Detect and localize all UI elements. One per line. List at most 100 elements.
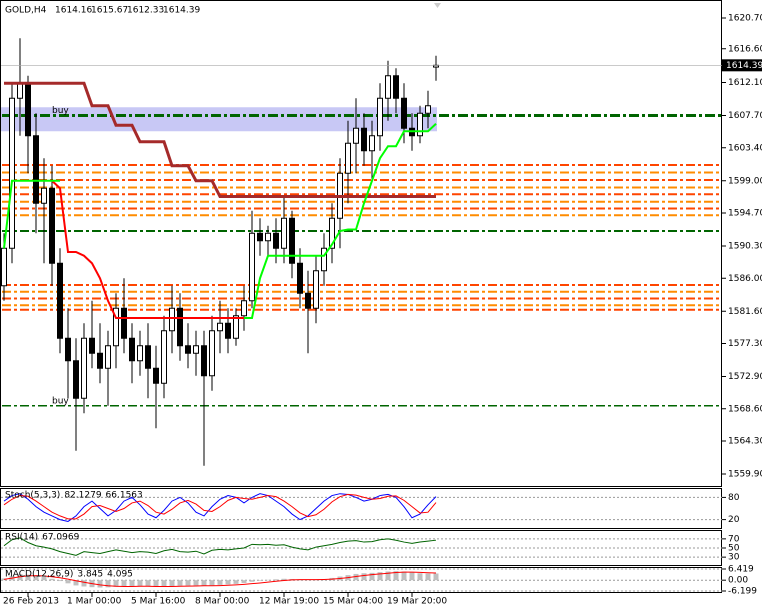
candle-body <box>321 247 327 272</box>
macd-bar <box>353 573 359 581</box>
level-annotation: buy <box>52 106 69 116</box>
candle-body <box>161 330 167 384</box>
level-annotation: buy <box>52 396 69 406</box>
y-tick-label: 50 <box>728 544 740 554</box>
macd-bar <box>73 580 79 586</box>
y-tick-label: 1620.70 <box>728 14 762 24</box>
y-tick-label: 1586.00 <box>728 274 762 284</box>
macd-bar <box>153 580 159 587</box>
candle-body <box>297 262 303 294</box>
macd-bar <box>417 573 423 581</box>
macd-bar <box>241 580 247 583</box>
macd-bar <box>409 572 415 581</box>
indicator-title: MACD(12,26,9) <box>5 570 73 580</box>
indicator-title: RSI(14) <box>5 533 38 543</box>
candle-body <box>153 367 159 384</box>
macd-bar <box>433 573 439 581</box>
candle-body <box>361 127 367 152</box>
candle-body <box>73 360 79 399</box>
indicator-value: 66.1563 <box>106 491 143 501</box>
macd-bar <box>249 580 255 582</box>
indicator-value: 3.845 <box>77 570 103 580</box>
macd-bar <box>185 580 191 586</box>
candle-body <box>33 135 39 204</box>
macd-bar <box>129 580 135 587</box>
y-tick-label: 6.419 <box>728 565 754 575</box>
candle-body <box>417 112 423 137</box>
indicator-value: 4.095 <box>107 570 133 580</box>
y-tick-label: 1581.60 <box>728 307 762 317</box>
candle-body <box>57 262 63 339</box>
x-tick-label: 15 Mar 04:00 <box>323 597 383 607</box>
y-tick-label: 1559.90 <box>728 470 762 480</box>
candle-body <box>289 217 295 264</box>
macd-bar <box>393 571 399 581</box>
candle-body <box>17 82 23 99</box>
macd-bar <box>377 572 383 581</box>
candle-body <box>137 345 143 362</box>
y-tick-label: -6.199 <box>728 587 757 597</box>
candle-body <box>81 337 87 399</box>
macd-bar <box>161 580 167 587</box>
indicator-line <box>51 180 252 319</box>
indicator-value: 82.1279 <box>64 491 101 501</box>
candle-body <box>121 307 127 339</box>
macd-bar <box>209 580 215 586</box>
macd-bar <box>273 579 279 581</box>
candle-body <box>369 135 375 152</box>
y-tick-label: 1607.70 <box>728 111 762 121</box>
candle-body <box>41 187 47 204</box>
shift-marker <box>434 3 441 8</box>
candle-body <box>265 232 271 242</box>
candle-body <box>169 307 175 332</box>
candle-body <box>97 352 103 369</box>
y-tick-label: 1616.60 <box>728 44 762 54</box>
candle-body <box>345 142 351 174</box>
macd-bar <box>49 578 55 581</box>
candle-body <box>257 232 263 242</box>
candle-body <box>65 337 71 362</box>
macd-bar <box>25 574 31 581</box>
candle-body <box>313 270 319 309</box>
macd-bar <box>57 580 63 582</box>
chart-header: 1614.16 <box>55 6 92 16</box>
macd-bar <box>177 580 183 586</box>
candle-body <box>233 315 239 339</box>
chart-header: 1615.67 <box>91 6 128 16</box>
candle-body <box>401 97 407 129</box>
stoch-panel <box>0 488 722 529</box>
indicator-line <box>3 571 437 587</box>
macd-bar <box>169 580 175 587</box>
candle-body <box>273 232 279 249</box>
indicator-line <box>3 493 437 522</box>
candle-body <box>9 97 15 249</box>
candle-body <box>1 247 7 287</box>
macd-bar <box>121 580 127 587</box>
candle-body <box>177 307 183 347</box>
candle-body <box>89 337 95 354</box>
candle-body <box>329 217 335 249</box>
macd-bar <box>145 580 151 587</box>
indicator-line <box>3 493 437 520</box>
candle-body <box>145 345 151 369</box>
y-tick-label: 1577.30 <box>728 339 762 349</box>
y-tick-label: 1572.90 <box>728 372 762 382</box>
macd-bar <box>425 573 431 581</box>
macd-bar <box>137 580 143 586</box>
candle-body <box>201 345 207 377</box>
macd-bar <box>193 580 199 586</box>
macd-bar <box>401 571 407 581</box>
x-tick-label: 1 Mar 00:00 <box>67 597 122 607</box>
macd-bar <box>33 575 39 581</box>
y-tick-label: 1599.00 <box>728 176 762 186</box>
x-tick-label: 8 Mar 00:00 <box>195 597 250 607</box>
candle-body <box>385 75 391 99</box>
x-tick-label: 12 Mar 19:00 <box>259 597 319 607</box>
candle-body <box>209 330 215 377</box>
y-tick-label: 70 <box>728 534 740 544</box>
candle-body <box>129 337 135 362</box>
macd-bar <box>105 580 111 588</box>
chart-header: 1614.39 <box>163 6 200 16</box>
macd-bar <box>257 580 263 581</box>
